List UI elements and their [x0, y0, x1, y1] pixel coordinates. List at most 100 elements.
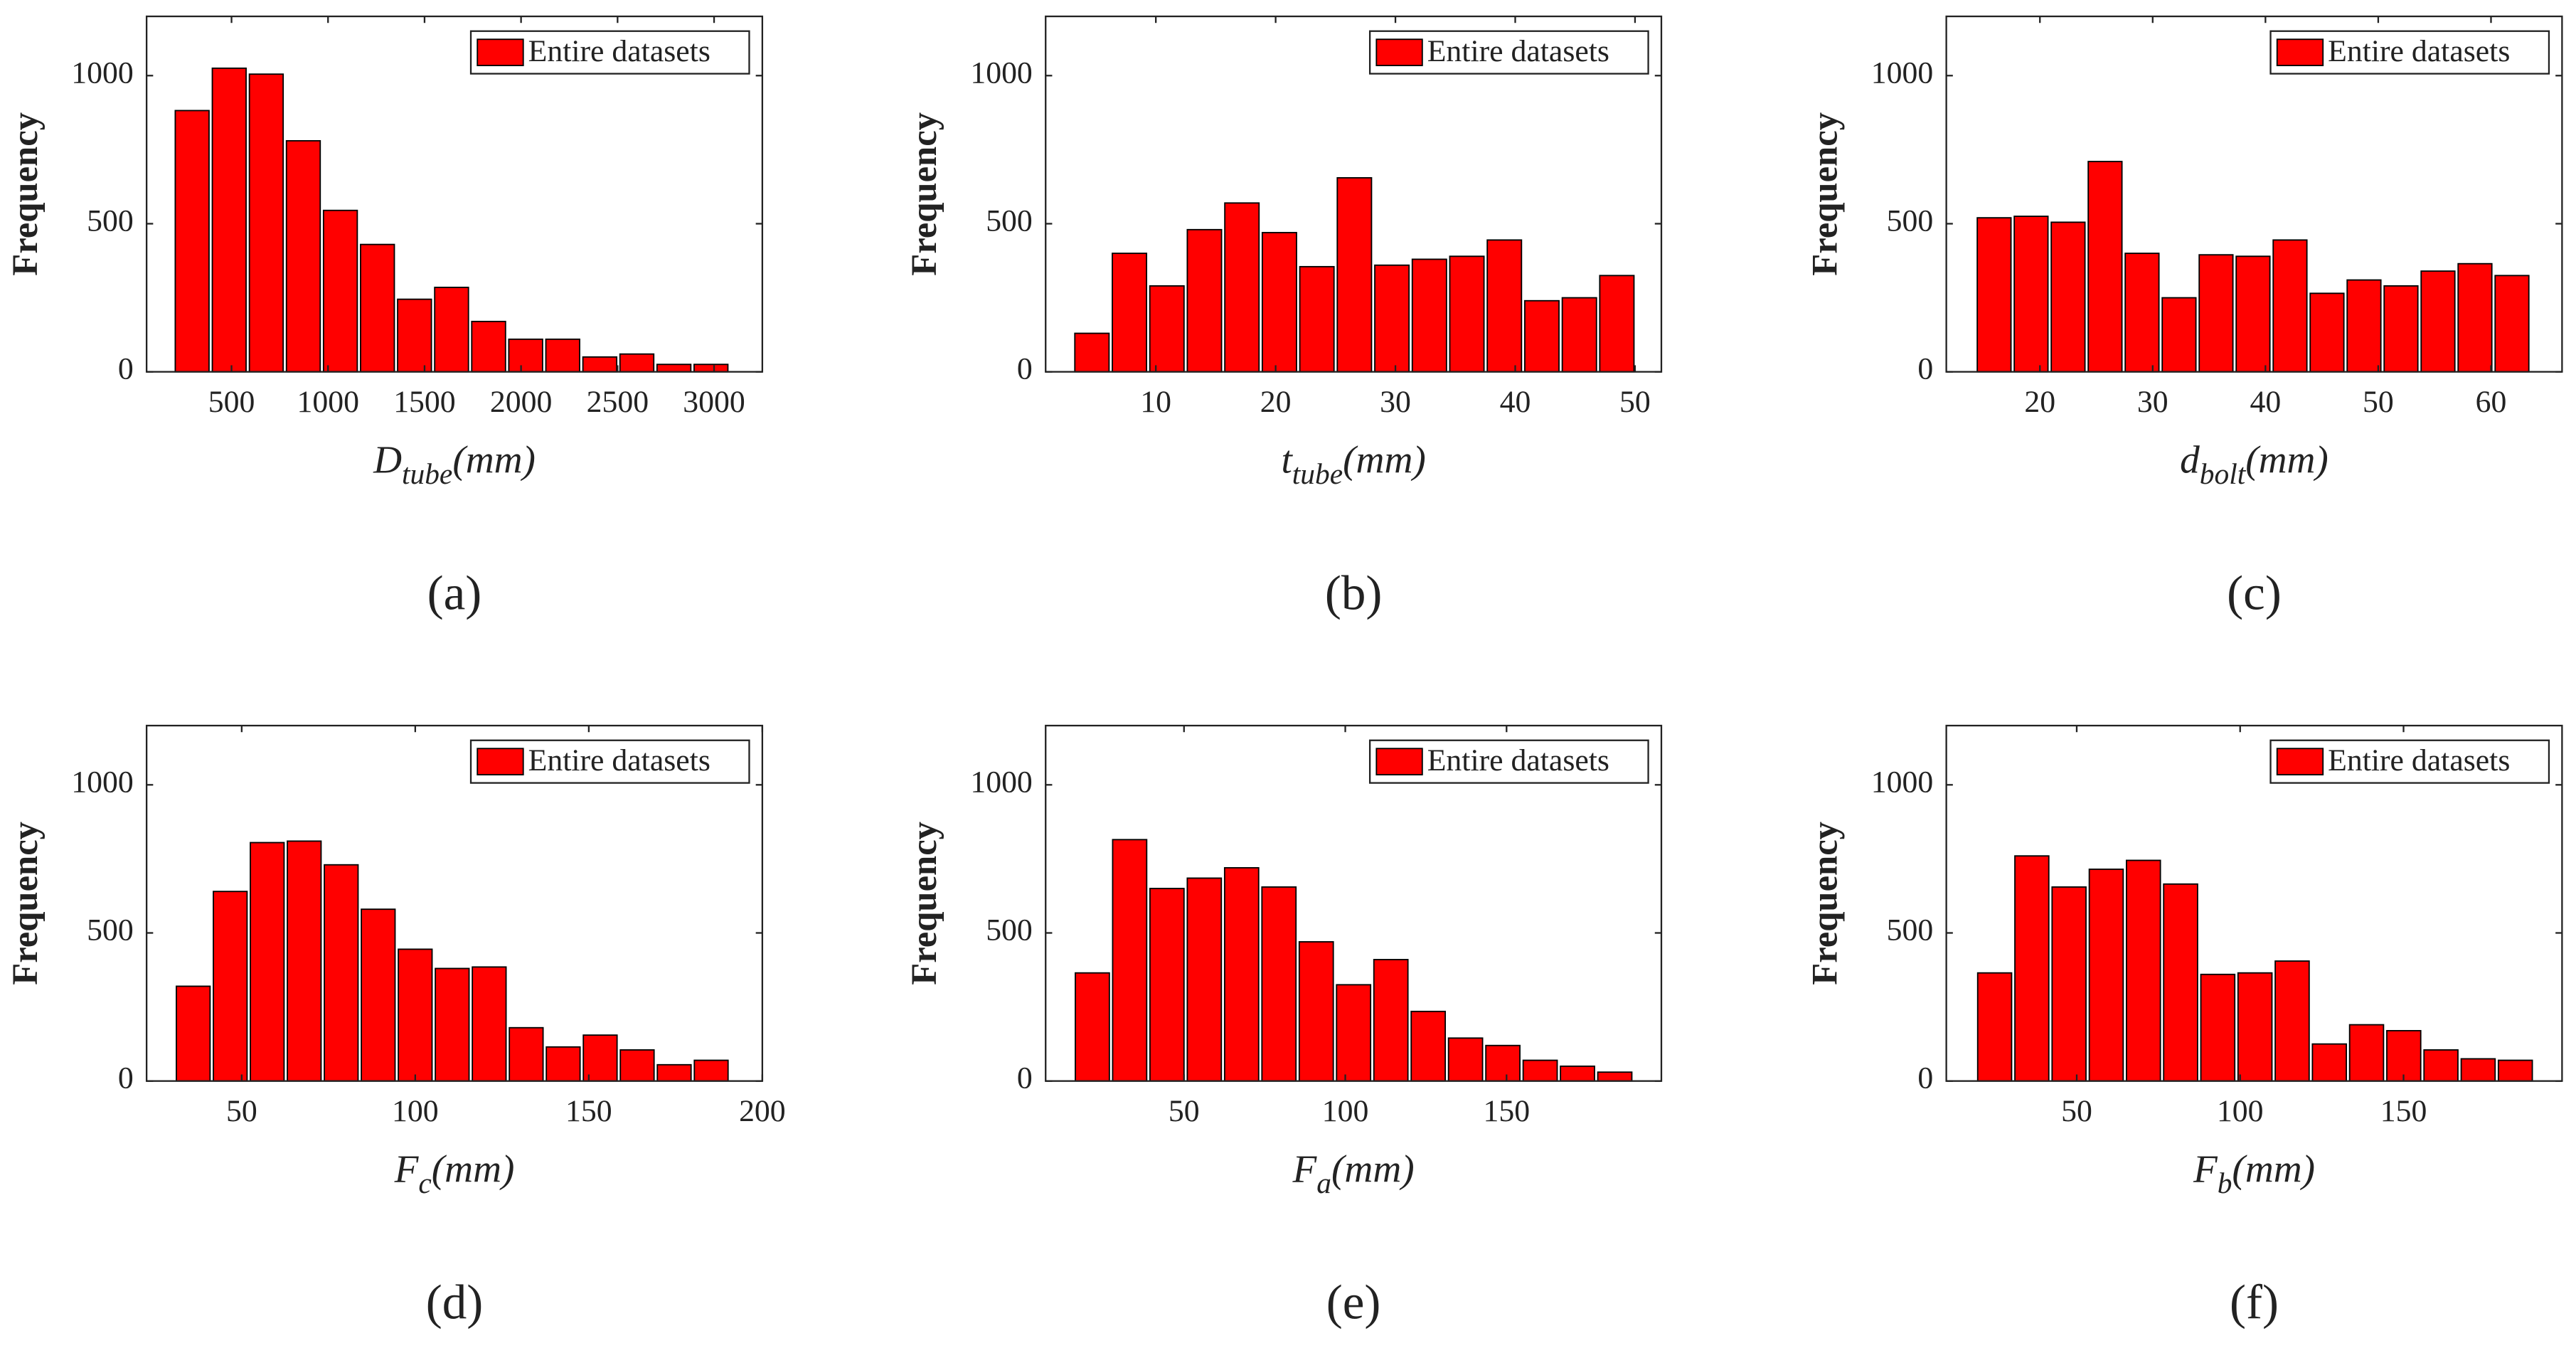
x-tick-label: 3000 — [683, 385, 745, 419]
bar — [2348, 1024, 2385, 1082]
bar — [1224, 202, 1260, 373]
legend-swatch — [1375, 38, 1423, 67]
x-label-symbol: F — [1292, 1147, 1318, 1190]
bar — [1522, 1059, 1558, 1082]
y-tick-label: 500 — [986, 913, 1033, 948]
axes-box — [1045, 15, 1663, 373]
bar — [1597, 1071, 1633, 1082]
x-label-unit: (mm) — [2232, 1147, 2315, 1190]
bar — [1449, 255, 1485, 373]
bar — [1223, 866, 1260, 1082]
bar — [1411, 258, 1447, 373]
bar — [285, 139, 321, 373]
bar — [1112, 839, 1148, 1082]
bar — [2161, 297, 2197, 373]
x-label-symbol: F — [394, 1147, 420, 1190]
panel-label: (d) — [426, 1274, 484, 1329]
bar — [2457, 262, 2493, 373]
bar — [2497, 1059, 2533, 1082]
x-label-unit: (mm) — [432, 1147, 515, 1190]
bar — [1074, 332, 1110, 373]
x-axis-label: ttube(mm) — [1281, 437, 1425, 489]
legend-swatch — [2276, 38, 2324, 67]
y-axis-label: Frequency — [5, 822, 45, 985]
bar — [693, 363, 729, 373]
x-tick-label: 10 — [1140, 385, 1171, 419]
bar — [1149, 285, 1185, 373]
x-label-subscript: bolt — [2200, 457, 2247, 490]
bar — [2460, 1058, 2496, 1082]
bar — [360, 243, 395, 373]
x-axis-label: Fc(mm) — [394, 1147, 515, 1199]
y-tick-label: 500 — [986, 204, 1033, 238]
y-tick-label: 0 — [1017, 1061, 1033, 1095]
y-tick-label: 0 — [118, 352, 134, 386]
y-tick-label: 1000 — [71, 765, 133, 799]
x-label-subscript: c — [418, 1167, 431, 1199]
y-tick-label: 500 — [1887, 204, 1934, 238]
bar — [1261, 886, 1297, 1082]
legend-label: Entire datasets — [1427, 743, 1609, 778]
x-label-symbol: d — [2180, 437, 2200, 481]
x-axis-label: Fa(mm) — [1292, 1147, 1415, 1199]
x-label-unit: (mm) — [452, 437, 536, 481]
x-label-subscript: a — [1316, 1167, 1331, 1199]
legend-label: Entire datasets — [1427, 34, 1609, 68]
x-tick-label: 30 — [1380, 385, 1411, 419]
bar — [1374, 264, 1410, 373]
y-axis-label: Frequency — [5, 112, 45, 276]
bar — [545, 338, 580, 373]
bar — [361, 908, 396, 1082]
y-axis-label: Frequency — [904, 822, 944, 985]
x-tick-label: 20 — [2024, 385, 2055, 419]
bar — [2423, 1049, 2459, 1082]
histogram-panel: 0 500 1000 50 100 150 Frequency Fa(mm) (e) Entire… — [904, 724, 1663, 1329]
bar — [619, 353, 655, 373]
x-label-symbol: F — [2193, 1147, 2218, 1190]
legend-label: Entire datasets — [2328, 743, 2510, 778]
bar — [2235, 255, 2271, 373]
y-axis-label: Frequency — [904, 112, 944, 276]
x-tick-label: 1000 — [297, 385, 359, 419]
bar — [471, 320, 506, 373]
bar — [656, 363, 692, 373]
legend-label: Entire datasets — [2328, 34, 2510, 68]
bar — [2272, 239, 2308, 373]
x-label-subscript: tube — [1292, 457, 1343, 490]
x-tick-label: 150 — [2380, 1094, 2427, 1128]
x-tick-label: 2500 — [587, 385, 649, 419]
bar — [2311, 1043, 2348, 1082]
bar — [509, 1026, 544, 1082]
axes-box — [1945, 724, 2563, 1082]
x-tick-label: 100 — [392, 1094, 439, 1128]
bar — [2051, 886, 2087, 1082]
histogram-panel: 0 500 1000 50 100 150 Frequency Fb(mm) (f) Entire… — [1804, 724, 2563, 1329]
panel-label: (c) — [2227, 565, 2282, 620]
legend-label: Entire datasets — [528, 743, 710, 778]
bar — [2050, 221, 2086, 373]
x-tick-label: 20 — [1260, 385, 1292, 419]
panel-label: (b) — [1325, 565, 1383, 620]
bar — [2088, 869, 2124, 1082]
bar — [2126, 859, 2161, 1082]
y-tick-label: 500 — [87, 913, 134, 948]
bar — [1486, 239, 1523, 373]
x-label-symbol: D — [373, 437, 402, 481]
x-tick-label: 1500 — [393, 385, 455, 419]
bar — [656, 1063, 692, 1082]
x-axis-label: dbolt(mm) — [2180, 437, 2328, 489]
bar — [2163, 883, 2198, 1082]
bar — [2494, 275, 2530, 373]
y-tick-label: 1000 — [1871, 55, 1933, 90]
bar — [324, 864, 359, 1082]
axes-box — [1945, 15, 2563, 373]
legend-swatch — [1375, 748, 1423, 776]
x-tick-label: 40 — [2250, 385, 2281, 419]
bar — [2420, 270, 2456, 373]
y-axis-label: Frequency — [1804, 822, 1844, 985]
bar — [174, 110, 210, 373]
bar — [1149, 888, 1185, 1082]
bar — [211, 67, 247, 373]
legend-swatch — [477, 748, 524, 776]
